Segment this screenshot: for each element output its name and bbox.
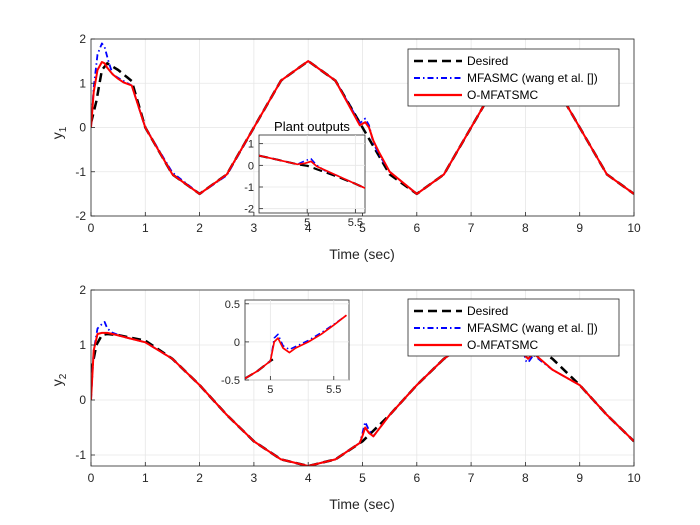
top-series-desired — [91, 59, 634, 196]
bottom-xtick-label-5: 5 — [359, 471, 366, 485]
top-xtick-label-4: 4 — [305, 221, 312, 235]
top-ytick-label-2: 2 — [79, 32, 86, 46]
top-xtick-label-10: 10 — [627, 221, 641, 235]
bottom-ytick-label-1: 1 — [79, 338, 86, 352]
legend-label-omfatsmc-top: O-MFATSMC — [467, 88, 538, 102]
legend-label-desired-top: Desired — [467, 54, 508, 68]
top-ytick-label-1: 1 — [79, 76, 86, 90]
y-axis-label-bottom: y2 — [49, 373, 69, 386]
bottom-ytick-label-1: -1 — [75, 448, 86, 462]
inset-title-top: Plant outputs — [274, 119, 350, 134]
x-ticks-bottom: 0 1 2 3 4 5 6 7 8 9 10 — [88, 462, 641, 485]
inset-bottom-series-lines — [245, 314, 348, 380]
top-xtick-label-6: 6 — [413, 221, 420, 235]
x-axis-label-bottom: Time (sec) — [329, 496, 395, 512]
bottom-ytick-label-2: 2 — [79, 283, 86, 297]
inset-x-ticks-top: 5 5.5 — [304, 209, 363, 229]
bottom-xtick-label-9: 9 — [576, 471, 583, 485]
inset-series-top — [259, 154, 365, 190]
inset-bottom-series-o-mfatsmc — [245, 314, 348, 380]
inset-bottom-xtick-label-5: 5 — [267, 384, 273, 396]
top-xtick-label-5: 5 — [359, 221, 366, 235]
inset-bottom: 5 5.5 -0.500.5 — [221, 299, 350, 396]
x-ticks-top: 0 1 2 3 4 5 6 7 8 9 10 — [88, 212, 641, 235]
x-axis-label-top: Time (sec) — [329, 246, 395, 262]
y-axis-label-top: y1 — [49, 126, 69, 139]
bottom-xtick-label-6: 6 — [413, 471, 420, 485]
legend-label-desired-bottom: Desired — [467, 304, 508, 318]
inset-bottom-xtick-label-5-5: 5.5 — [326, 384, 341, 396]
top-xtick-label-0: 0 — [88, 221, 95, 235]
bottom-xtick-label-1: 1 — [142, 471, 149, 485]
inset-grid-top — [259, 135, 365, 213]
top-ytick-label-1: -1 — [75, 165, 86, 179]
top-xtick-label-7: 7 — [468, 221, 475, 235]
top-xtick-label-3: 3 — [251, 221, 258, 235]
inset-top-ytick-label-1: -1 — [244, 182, 254, 194]
top-ytick-label-0: 0 — [79, 121, 86, 135]
top-xtick-label-1: 1 — [142, 221, 149, 235]
y-axis-label-bottom-main: y — [49, 379, 65, 386]
legend-label-mfasmc-top: MFASMC (wang et al. []) — [467, 71, 598, 85]
legend-label-mfasmc-bottom: MFASMC (wang et al. []) — [467, 321, 598, 335]
inset-top-ytick-label-0: 0 — [248, 160, 254, 172]
y-axis-label-top-sub: 1 — [58, 126, 69, 132]
inset-bottom-ytick-label-0-5: -0.5 — [221, 375, 240, 387]
inset-top-series-lines — [259, 154, 365, 190]
inset-y-ticks-bottom: -0.5 0 0.5 — [221, 299, 249, 387]
top-xtick-label-9: 9 — [576, 221, 583, 235]
bottom-xtick-label-3: 3 — [251, 471, 258, 485]
inset-series-bottom — [245, 314, 348, 380]
inset-y-ticks-top: -2 -1 0 1 — [244, 139, 263, 216]
inset-bottom-ytick-label-0: 0 — [234, 337, 240, 349]
bottom-xtick-label-2: 2 — [196, 471, 203, 485]
inset-x-ticks-bottom: 5 5.5 — [267, 376, 341, 396]
top-xtick-label-2: 2 — [196, 221, 203, 235]
y-axis-label-bottom-sub: 2 — [58, 373, 69, 379]
legend-bottom: Desired MFASMC (wang et al. []) O-MFATSM… — [407, 298, 620, 357]
top-ytick-label-2: -2 — [75, 209, 86, 223]
top-xtick-label-8: 8 — [522, 221, 529, 235]
y-axis-label-top-main: y — [49, 132, 65, 139]
y-ticks-bottom: -1 0 1 2 — [75, 283, 95, 462]
inset-top-ytick-label-2: -2 — [244, 204, 254, 216]
legend-top: Desired MFASMC (wang et al. []) O-MFATSM… — [407, 48, 620, 107]
inset-plot-area-top — [258, 134, 366, 214]
bottom-ytick-label-0: 0 — [79, 393, 86, 407]
inset-bottom-ytick-label-0-5: 0.5 — [225, 299, 240, 311]
inset-grid-bottom — [245, 300, 349, 381]
inset-top-series-o-mfatsmc — [259, 154, 365, 189]
inset-top-ytick-label-1: 1 — [248, 139, 254, 151]
bottom-xtick-label-10: 10 — [627, 471, 641, 485]
inset-top-xtick-label-5: 5 — [304, 217, 310, 229]
legend-label-omfatsmc-bottom: O-MFATSMC — [467, 338, 538, 352]
bottom-xtick-label-8: 8 — [522, 471, 529, 485]
inset-top-xtick-label-5-5: 5.5 — [348, 217, 363, 229]
inset-top: 5 5.5 -2-101 Plant outputs — [244, 119, 366, 229]
bottom-xtick-label-0: 0 — [88, 471, 95, 485]
bottom-xtick-label-4: 4 — [305, 471, 312, 485]
y-ticks-top: -2 -1 0 1 2 — [75, 32, 95, 223]
bottom-xtick-label-7: 7 — [468, 471, 475, 485]
